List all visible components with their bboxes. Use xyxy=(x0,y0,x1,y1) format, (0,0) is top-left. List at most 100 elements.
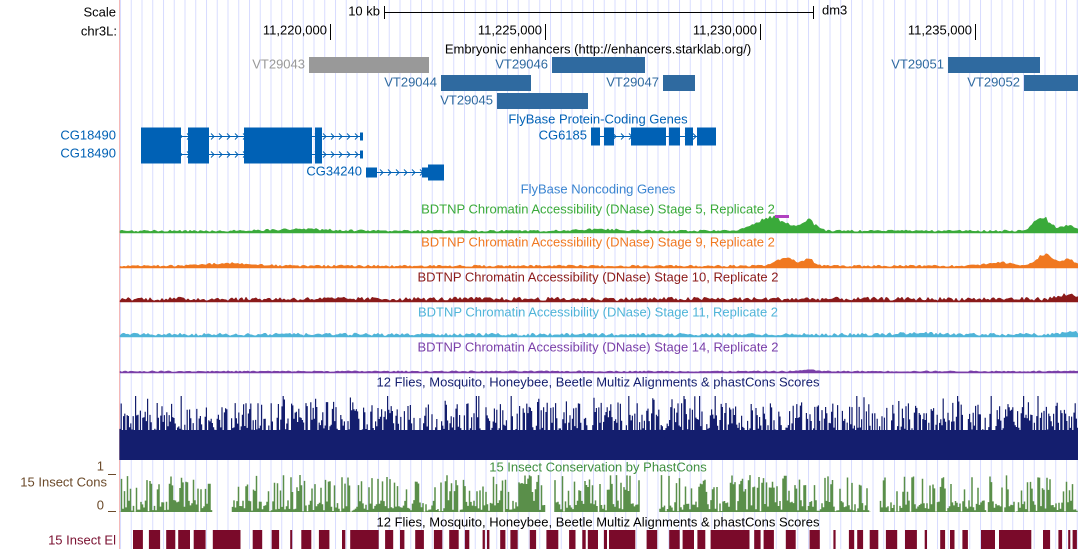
track-title: 12 Flies, Mosquito, Honeybee, Beetle Mul… xyxy=(377,374,820,389)
exon xyxy=(685,127,693,146)
dnase-signal xyxy=(119,293,1078,303)
element-block xyxy=(546,530,559,549)
element-block xyxy=(809,530,820,549)
element-block xyxy=(148,530,161,549)
track-side-label[interactable]: 15 Insect El xyxy=(48,532,116,547)
gene-label[interactable]: CG34240 xyxy=(306,163,362,178)
multiz-bars xyxy=(119,396,1078,460)
assembly: dm3 xyxy=(822,2,847,17)
gene-label[interactable]: CG6185 xyxy=(539,127,587,142)
gene-models[interactable] xyxy=(141,127,716,181)
enhancer-label[interactable]: VT29043 xyxy=(252,56,305,71)
element-block xyxy=(924,530,927,549)
track-title: FlyBase Noncoding Genes xyxy=(521,181,676,196)
position-label: 11,220,000 xyxy=(263,22,327,37)
element-block xyxy=(981,530,995,549)
element-block xyxy=(318,530,330,549)
gene-label[interactable]: CG18490 xyxy=(60,145,116,160)
exon xyxy=(360,150,363,159)
element-block xyxy=(464,530,470,549)
exon xyxy=(244,127,312,146)
exon xyxy=(141,127,181,146)
position-label: 11,225,000 xyxy=(478,22,542,37)
gene-label[interactable]: CG18490 xyxy=(60,127,116,142)
track-title: Embryonic enhancers (http://enhancers.st… xyxy=(445,41,751,56)
element-block xyxy=(252,530,263,549)
element-block xyxy=(999,530,1032,549)
element-block xyxy=(710,530,750,549)
enhancer-label[interactable]: VT29045 xyxy=(440,92,493,107)
enhancer[interactable] xyxy=(309,57,429,73)
enhancer[interactable] xyxy=(441,75,531,91)
track-title: BDTNP Chromatin Accessibility (DNase) St… xyxy=(421,234,775,249)
axis-label: 0 xyxy=(97,497,104,512)
exon xyxy=(141,145,181,164)
element-block xyxy=(785,530,796,549)
exon xyxy=(188,145,209,164)
element-block xyxy=(271,530,280,549)
element-block xyxy=(178,530,190,549)
exon xyxy=(669,127,680,146)
element-block xyxy=(950,530,955,549)
enhancer-label[interactable]: VT29044 xyxy=(384,74,437,89)
track-title: 12 Flies, Mosquito, Honeybee, Beetle Mul… xyxy=(377,514,820,529)
element-block xyxy=(669,530,680,549)
enhancer-label[interactable]: VT29052 xyxy=(967,74,1020,89)
enhancer[interactable] xyxy=(552,57,645,73)
enhancer[interactable] xyxy=(1024,75,1078,91)
element-block xyxy=(385,530,394,549)
element-block xyxy=(646,530,658,549)
track-title: BDTNP Chromatin Accessibility (DNase) St… xyxy=(417,339,778,354)
enhancer[interactable] xyxy=(663,75,695,91)
track-title: BDTNP Chromatin Accessibility (DNase) St… xyxy=(418,304,778,319)
element-block xyxy=(763,530,774,549)
exon xyxy=(315,127,322,146)
position-label: 11,235,000 xyxy=(908,22,972,37)
enhancer[interactable] xyxy=(497,93,588,109)
element-block xyxy=(754,530,761,549)
enhancer-label[interactable]: VT29047 xyxy=(606,74,659,89)
element-block xyxy=(682,530,694,549)
element-block xyxy=(609,530,636,549)
axis-ticks xyxy=(108,474,116,512)
enhancer-label[interactable]: VT29046 xyxy=(495,56,548,71)
exon xyxy=(366,167,377,178)
exon xyxy=(697,127,716,146)
axis-label: 1 xyxy=(97,458,104,473)
enhancer[interactable] xyxy=(948,57,1040,73)
element-block xyxy=(482,530,485,549)
element-block xyxy=(166,530,176,549)
dnase-signal xyxy=(119,330,1078,338)
element-block xyxy=(301,530,312,549)
exon xyxy=(428,164,444,181)
element-block xyxy=(1058,530,1063,549)
track-title: BDTNP Chromatin Accessibility (DNase) St… xyxy=(421,201,775,216)
element-block xyxy=(500,530,506,549)
element-block xyxy=(342,530,346,549)
element-block xyxy=(569,530,576,549)
enhancer-label[interactable]: VT29051 xyxy=(891,56,944,71)
track-title: 15 Insect Conservation by PhastCons xyxy=(489,459,707,474)
element-block xyxy=(290,530,293,549)
element-block xyxy=(833,530,836,549)
element-block xyxy=(449,530,459,549)
element-block xyxy=(848,530,855,549)
exon xyxy=(360,132,363,141)
conserved-elements xyxy=(133,530,1077,549)
scale-label: Scale xyxy=(83,4,116,19)
cons-bars xyxy=(119,475,1078,512)
element-block xyxy=(940,530,946,549)
element-block xyxy=(587,530,598,549)
track-side-label[interactable]: 15 Insect Cons xyxy=(20,474,107,489)
element-block xyxy=(193,530,206,549)
element-block xyxy=(1072,530,1077,549)
exon xyxy=(631,127,666,146)
scale-size: 10 kb xyxy=(348,3,380,18)
element-block xyxy=(433,530,443,549)
dnase-signal xyxy=(119,253,1078,269)
element-block xyxy=(962,530,968,549)
peak-marker xyxy=(775,215,789,218)
element-block xyxy=(869,530,879,549)
chrom-label: chr3L: xyxy=(81,23,117,38)
